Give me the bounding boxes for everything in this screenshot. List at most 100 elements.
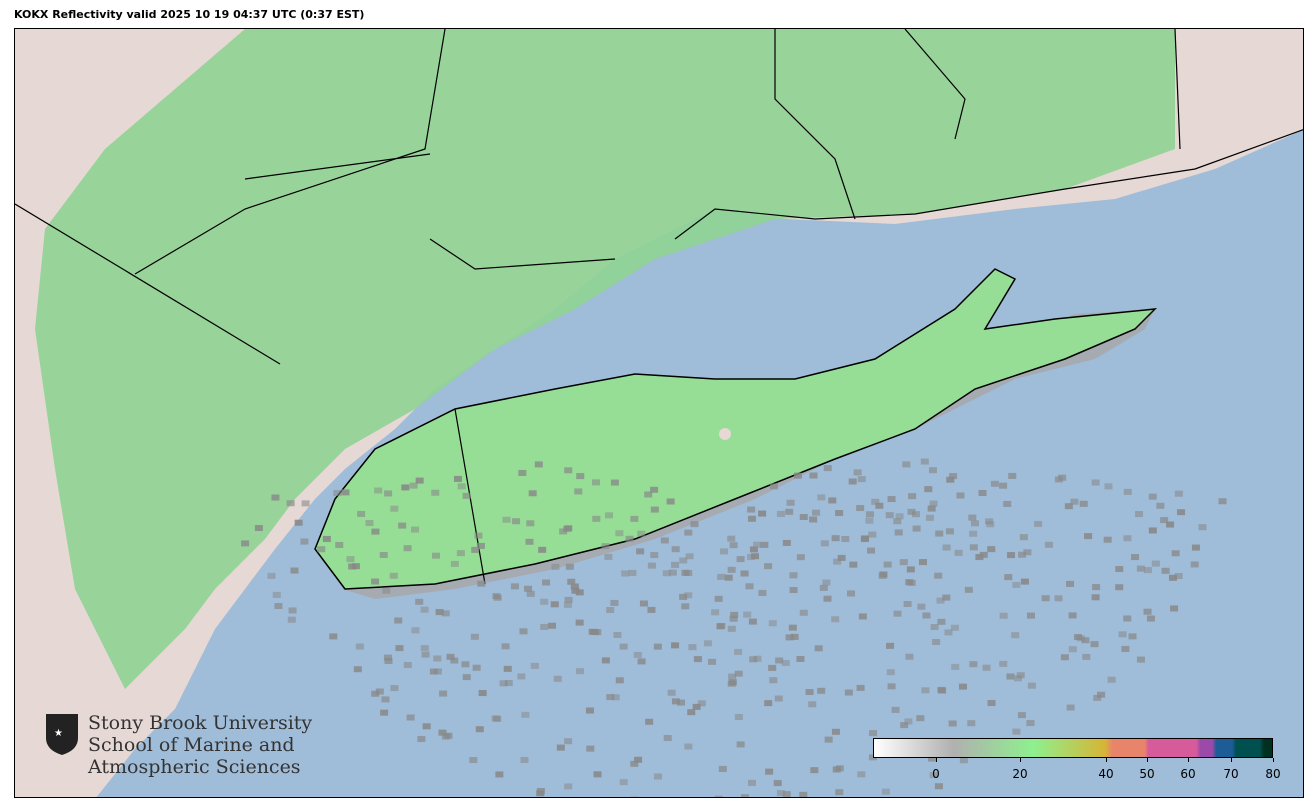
clutter-echo [601,543,610,550]
clutter-echo [828,497,837,504]
clutter-echo [606,606,615,613]
clutter-echo [1012,728,1021,735]
clutter-echo [606,694,615,701]
clutter-echo [380,709,389,716]
clutter-echo [917,603,926,610]
clutter-echo [456,550,465,557]
clutter-echo [729,615,738,622]
clutter-echo [1143,567,1152,574]
clutter-echo [964,586,973,593]
clutter-echo [904,718,913,725]
clutter-echo [671,698,680,705]
clutter-echo [1019,534,1028,541]
clutter-echo [422,723,431,730]
clutter-echo [462,492,471,499]
clutter-echo [907,579,916,586]
radar-map[interactable] [14,28,1304,798]
clutter-echo [615,530,624,537]
clutter-echo [671,546,680,553]
clutter-echo [687,709,696,716]
clutter-echo [1177,509,1186,516]
clutter-echo [593,771,602,778]
clutter-echo [1168,574,1177,581]
clutter-echo [831,535,840,542]
clutter-echo [1131,554,1140,561]
clutter-echo [329,633,338,640]
clutter-echo [982,664,991,671]
clutter-echo [906,566,915,573]
clutter-echo [403,545,412,552]
clutter-echo [384,490,393,497]
clutter-echo [1136,565,1145,572]
clutter-echo [650,506,659,513]
clutter-echo [382,587,391,594]
clutter-echo [799,609,808,616]
clutter-echo [1174,490,1183,497]
clutter-echo [1076,635,1085,642]
clutter-echo [1011,632,1020,639]
clutter-echo [1090,641,1099,648]
clutter-echo [375,688,384,695]
clutter-echo [660,537,669,544]
radar-echo-north [35,29,1175,689]
colorbar-tick-label: 50 [1139,767,1155,781]
clutter-echo [286,500,295,507]
clutter-echo [341,489,350,496]
clutter-echo [747,515,756,522]
clutter-echo [893,610,902,617]
clutter-echo [322,535,331,542]
clutter-echo [718,765,727,772]
clutter-echo [287,616,296,623]
clutter-echo [1027,682,1036,689]
clutter-echo [379,551,388,558]
clutter-echo [433,668,442,675]
clutter-echo [355,643,364,650]
clutter-echo [435,609,444,616]
clutter-echo [711,609,720,616]
clutter-echo [789,572,798,579]
clutter-echo [333,490,342,497]
clutter-echo [937,686,946,693]
clutter-echo [1093,694,1102,701]
clutter-echo [782,539,791,546]
clutter-echo [848,478,857,485]
clutter-echo [526,520,535,527]
clutter-echo [1082,653,1091,660]
clutter-echo [1123,535,1132,542]
clutter-echo [300,538,309,545]
clutter-echo [290,567,299,574]
clutter-echo [628,569,637,576]
clutter-echo [856,684,865,691]
clutter-echo [969,661,978,668]
clutter-echo [1128,633,1137,640]
clutter-echo [524,585,533,592]
clutter-echo [645,718,654,725]
clutter-echo [1170,605,1179,612]
clutter-echo [420,606,429,613]
clutter-echo [1044,541,1053,548]
clutter-echo [922,612,931,619]
clutter-echo [653,643,662,650]
clutter-echo [637,658,646,665]
clutter-echo [867,547,876,554]
clutter-echo [736,556,745,563]
clutter-echo [883,561,892,568]
clutter-echo [666,498,675,505]
clutter-echo [619,779,628,786]
clutter-echo [887,496,896,503]
colorbar-tick-label: 80 [1265,767,1281,781]
clutter-echo [985,518,994,525]
clutter-echo [1218,498,1227,505]
map-canvas [15,29,1303,797]
clutter-echo [684,569,693,576]
clutter-echo [389,572,398,579]
clutter-echo [776,510,785,517]
clutter-echo [441,610,450,617]
clutter-echo [693,656,702,663]
clutter-echo [585,707,594,714]
clutter-echo [728,673,737,680]
clutter-echo [409,482,418,489]
clutter-echo [679,557,688,564]
colorbar-tick-label: 60 [1180,767,1196,781]
clutter-echo [720,548,729,555]
